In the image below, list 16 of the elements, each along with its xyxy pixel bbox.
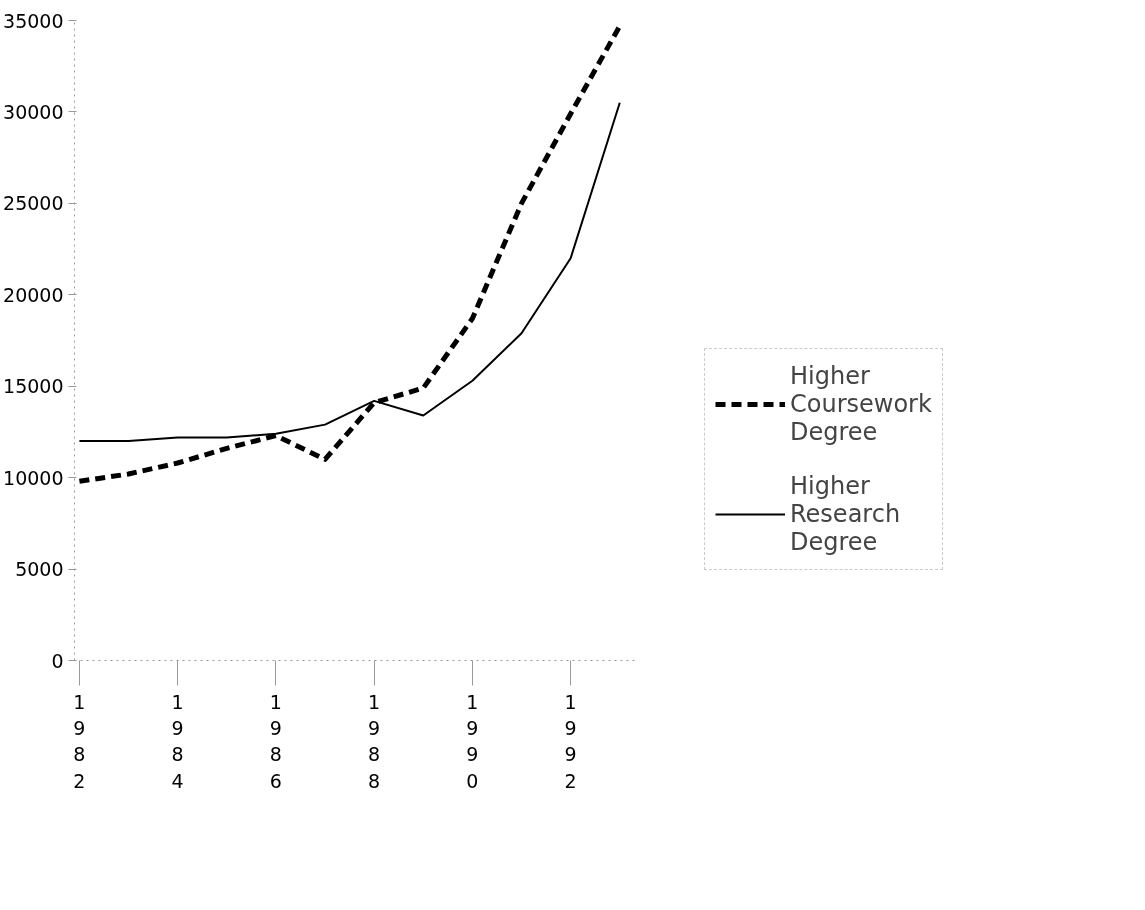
x-tick-label: 1 9 9 2 <box>564 690 577 792</box>
y-tick-label: 10000 <box>3 466 64 489</box>
y-tick-label: 35000 <box>3 9 64 32</box>
legend-label: Higher Coursework Degree <box>790 361 932 448</box>
legend-label: Higher Research Degree <box>790 471 901 558</box>
x-tick-label: 1 9 8 2 <box>73 690 86 792</box>
y-tick-label: 0 <box>51 649 64 672</box>
x-tick-label: 1 9 8 8 <box>368 690 381 792</box>
y-tick-label: 25000 <box>3 192 64 215</box>
x-tick-label: 1 9 9 0 <box>466 690 479 792</box>
x-tick-label: 1 9 8 4 <box>171 690 184 792</box>
y-tick-label: 20000 <box>3 283 64 306</box>
y-tick-label: 15000 <box>3 375 64 398</box>
y-tick-label: 5000 <box>15 558 64 581</box>
y-tick-label: 30000 <box>3 100 64 123</box>
x-tick-label: 1 9 8 6 <box>269 690 282 792</box>
